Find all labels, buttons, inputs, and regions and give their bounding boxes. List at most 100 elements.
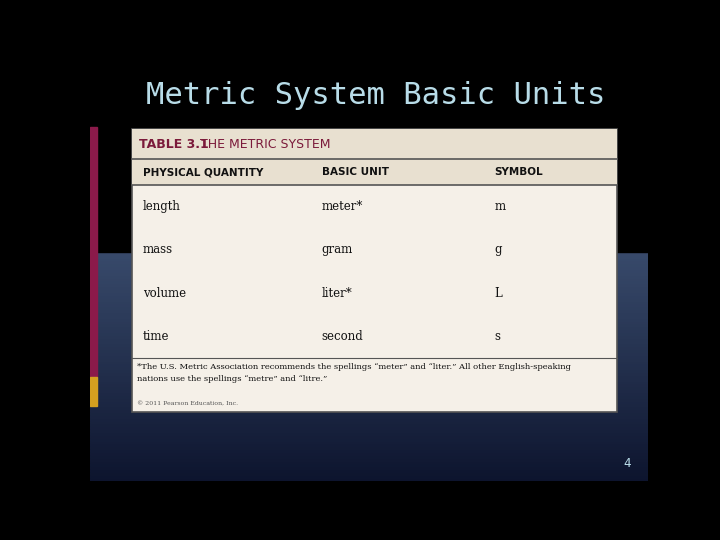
Bar (90, 292, 648, 295)
Bar (90, 438, 648, 441)
Bar (90, 449, 648, 452)
Bar (90, 346, 648, 349)
Bar (90, 286, 648, 289)
Text: g: g (495, 244, 502, 256)
Bar (90, 377, 648, 381)
Bar (90, 401, 648, 403)
Bar (90, 315, 648, 318)
Bar (90, 260, 648, 264)
Bar (90, 375, 648, 377)
Bar (90, 321, 648, 323)
Bar (90, 298, 648, 300)
Bar (90, 426, 648, 429)
Bar (90, 392, 648, 395)
Bar (90, 363, 648, 366)
Bar (90, 441, 648, 443)
Text: Metric System Basic Units: Metric System Basic Units (145, 82, 606, 111)
Text: nations use the spellings “metre” and “litre.”: nations use the spellings “metre” and “l… (138, 375, 328, 383)
Bar (90, 383, 648, 386)
Bar (90, 372, 648, 375)
Bar (90, 472, 648, 475)
Bar (90, 386, 648, 389)
Bar (90, 381, 648, 383)
Bar (90, 323, 648, 326)
Bar (90, 475, 648, 478)
Bar (90, 357, 648, 361)
Bar (90, 469, 648, 472)
Bar (90, 312, 648, 315)
Text: © 2011 Pearson Education, Inc.: © 2011 Pearson Education, Inc. (138, 402, 238, 407)
Bar (90, 338, 648, 341)
Bar (90, 458, 648, 461)
Text: gram: gram (322, 244, 353, 256)
Bar (90, 280, 648, 284)
Bar (90, 275, 648, 278)
Bar (90, 278, 648, 280)
Bar (90, 352, 648, 355)
Bar (90, 412, 648, 415)
Text: mass: mass (143, 244, 173, 256)
Text: SYMBOL: SYMBOL (495, 167, 543, 177)
Bar (90, 455, 648, 458)
Bar (90, 355, 648, 357)
Bar (90, 252, 648, 255)
Bar (90, 300, 648, 303)
Bar (90, 65, 648, 252)
Bar (90, 435, 648, 438)
Bar (90, 349, 648, 352)
Text: TABLE 3.1: TABLE 3.1 (138, 138, 208, 151)
Bar (90, 303, 648, 306)
Bar (90, 395, 648, 397)
FancyBboxPatch shape (132, 129, 617, 159)
Bar (90, 289, 648, 292)
Bar (90, 415, 648, 418)
Bar (90, 332, 648, 335)
Bar (90, 406, 648, 409)
Text: BASIC UNIT: BASIC UNIT (322, 167, 389, 177)
Bar (90, 295, 648, 298)
FancyBboxPatch shape (132, 159, 617, 185)
Text: meter*: meter* (322, 200, 363, 213)
Bar (90, 272, 648, 275)
Bar (90, 461, 648, 463)
Bar (90, 403, 648, 406)
Bar (90, 318, 648, 321)
Bar (90, 343, 648, 346)
Bar (90, 432, 648, 435)
Bar (90, 269, 648, 272)
Bar (90, 258, 648, 260)
Bar (90, 446, 648, 449)
Bar (90, 443, 648, 446)
Bar (90, 463, 648, 467)
Bar (90, 478, 648, 481)
Bar (90, 329, 648, 332)
Bar (90, 361, 648, 363)
Text: volume: volume (143, 287, 186, 300)
Text: length: length (143, 200, 181, 213)
Text: 4: 4 (624, 457, 631, 470)
Bar (90, 467, 648, 469)
Bar (90, 409, 648, 412)
Text: THE METRIC SYSTEM: THE METRIC SYSTEM (192, 138, 330, 151)
Bar (90, 326, 648, 329)
Text: L: L (495, 287, 503, 300)
Bar (90, 266, 648, 269)
Text: *The U.S. Metric Association recommends the spellings “meter” and “liter.” All o: *The U.S. Metric Association recommends … (138, 363, 572, 371)
Bar (90, 429, 648, 432)
Bar (90, 306, 648, 309)
Text: m: m (495, 200, 505, 213)
Bar (90, 284, 648, 286)
Bar (90, 366, 648, 369)
Bar (90, 335, 648, 338)
Bar (90, 397, 648, 401)
Bar (90, 421, 648, 423)
Bar (90, 369, 648, 372)
Bar (90, 264, 648, 266)
Bar (90, 341, 648, 343)
Text: liter*: liter* (322, 287, 352, 300)
Text: time: time (143, 330, 169, 343)
Bar (90, 377, 96, 406)
FancyBboxPatch shape (132, 129, 617, 412)
Text: s: s (495, 330, 500, 343)
Bar (90, 309, 648, 312)
